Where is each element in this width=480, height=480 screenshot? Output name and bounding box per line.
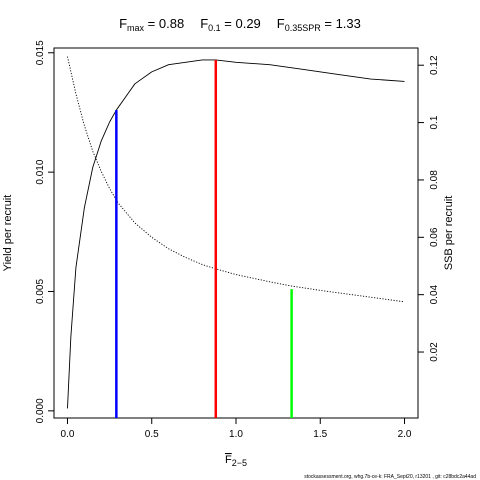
x-axis-title: F2−5 [225,454,247,468]
x-tick-label: 0.5 [145,429,159,440]
plot-frame [53,47,419,419]
ssb-per-recruit-line [67,56,405,303]
y-left-tick-label: 0.010 [35,159,46,184]
x-axis-title-sub: 2−5 [232,458,247,468]
x-tick-label: 2.0 [398,429,412,440]
footer-note: stockassessment.org, whg.7b-ce-k: FRA_Se… [304,474,476,480]
chart-title: Fmax = 0.88 F0.1 = 0.29 F0.35SPR = 1.33 [119,16,361,33]
x-tick-label: 1.5 [313,429,327,440]
title-fmax-eq: = 0.88 [144,16,184,31]
y-right-tick-label: 0.02 [429,342,440,362]
y-axis-right: 0.02 0.04 0.06 0.08 0.1 0.12 [418,55,440,362]
title-f01-label: F [200,16,208,31]
x-axis: 0.0 0.5 1.0 1.5 2.0 [61,418,412,440]
title-fmax-sub: max [127,23,145,33]
x-axis-title-main: F [225,454,232,466]
title-fmax-label: F [119,16,127,31]
title-f35-sub: 0.35SPR [285,23,322,33]
x-tick-label: 1.0 [229,429,243,440]
yield-per-recruit-line [67,59,405,409]
series-group [67,56,405,409]
y-left-tick-label: 0.015 [35,40,46,65]
title-f35-label: F [277,16,285,31]
y-left-tick-label: 0.000 [35,398,46,423]
y-right-tick-label: 0.12 [429,55,440,75]
y-right-tick-label: 0.04 [429,284,440,304]
y-right-tick-label: 0.06 [429,227,440,247]
y-right-tick-label: 0.08 [429,170,440,190]
y-axis-right-title: SSB per recruit [443,196,455,271]
title-f35-eq: = 1.33 [321,16,361,31]
y-axis-left: 0.000 0.005 0.010 0.015 [35,40,54,423]
y-right-tick-label: 0.1 [429,115,440,129]
reference-lines [115,59,293,418]
x-tick-label: 0.0 [61,429,75,440]
y-axis-left-title: Yield per recruit [2,195,14,272]
y-left-tick-label: 0.005 [35,279,46,304]
title-f01-sub: 0.1 [208,23,221,33]
title-f01-eq: = 0.29 [221,16,261,31]
